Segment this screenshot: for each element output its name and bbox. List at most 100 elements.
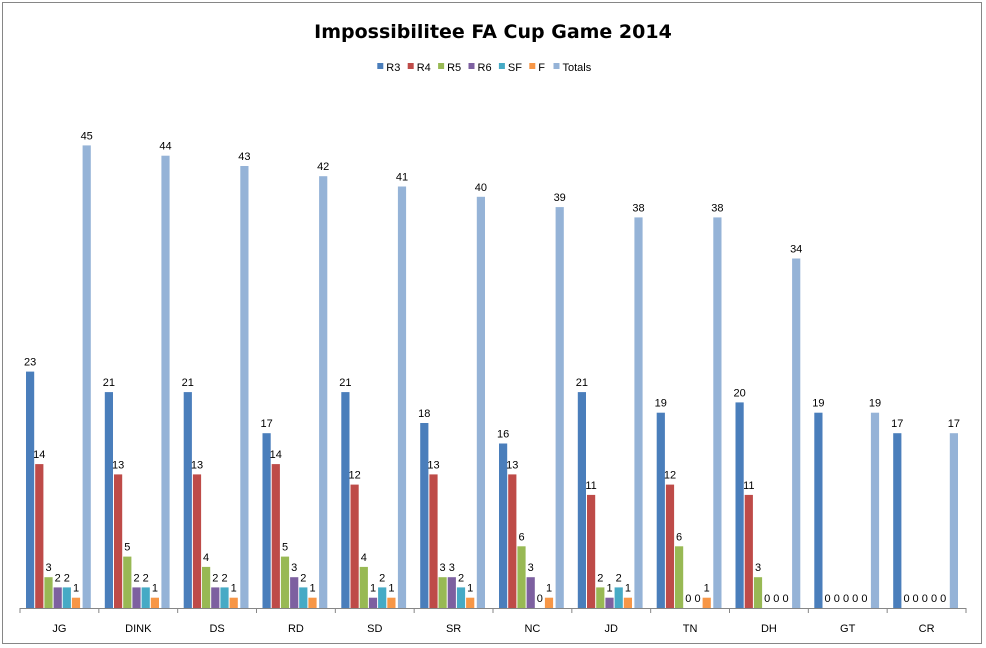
label-f-nc: 1 (546, 583, 552, 595)
bar-r5-sd (359, 566, 368, 608)
bar-r3-gt (814, 412, 823, 608)
bar-r3-tn (656, 412, 665, 608)
label-r4-sr: 13 (427, 459, 439, 471)
label-r4-tn: 12 (664, 470, 676, 482)
label-r6-cr: 0 (922, 593, 928, 605)
label-sf-gt: 0 (852, 593, 858, 605)
label-r3-sd: 21 (339, 377, 351, 389)
bar-r3-rd (262, 433, 271, 608)
legend-swatch-r6 (468, 63, 475, 69)
bar-sf-ds (220, 587, 229, 608)
label-r6-dink: 2 (133, 572, 139, 584)
label-r5-dh: 3 (755, 562, 761, 574)
x-tick-label-nc: NC (524, 623, 540, 635)
x-tick-label-rd: RD (288, 623, 304, 635)
label-sf-tn: 0 (694, 593, 700, 605)
bar-totals-gt (870, 412, 880, 608)
label-r4-ds: 13 (191, 459, 203, 471)
x-tick-label-jd: JD (604, 623, 618, 635)
bar-sf-jg (62, 587, 71, 608)
bar-totals-rd (319, 176, 328, 608)
x-tick-label-cr: CR (919, 623, 935, 635)
label-r5-sd: 4 (361, 552, 367, 564)
label-r4-nc: 13 (506, 459, 518, 471)
bar-totals-dh (792, 258, 801, 608)
x-tick-label-sd: SD (367, 623, 382, 635)
bar-r5-jd (596, 587, 605, 608)
bar-r6-jg (53, 587, 62, 608)
label-totals-nc: 39 (554, 192, 566, 204)
bar-totals-jg (82, 145, 91, 608)
label-r5-rd: 5 (282, 542, 288, 554)
label-sf-sr: 2 (458, 572, 464, 584)
bar-f-dink (150, 597, 159, 608)
label-r4-cr: 0 (903, 593, 909, 605)
bar-r4-dh (744, 494, 753, 608)
bar-totals-nc (555, 207, 564, 608)
bar-totals-cr (949, 433, 958, 608)
bar-r4-ds (192, 474, 202, 608)
label-totals-tn: 38 (711, 202, 723, 214)
label-r6-sr: 3 (449, 562, 455, 574)
bar-r5-dh (753, 577, 763, 608)
bar-r4-jg (35, 464, 44, 608)
bar-r3-jg (26, 371, 35, 608)
legend-label-r3: R3 (386, 62, 400, 74)
label-totals-gt: 19 (869, 398, 881, 410)
x-tick-label-gt: GT (840, 623, 856, 635)
label-r5-dink: 5 (124, 542, 130, 554)
label-r6-jd: 1 (606, 583, 612, 595)
label-sf-jg: 2 (64, 572, 70, 584)
legend-swatch-r3 (377, 63, 384, 69)
legend-swatch-f (529, 63, 536, 69)
label-r4-jd: 11 (585, 480, 596, 492)
bar-r4-sd (350, 484, 359, 608)
x-tick-label-jg: JG (52, 623, 66, 635)
bar-sf-sr (456, 587, 466, 608)
label-sf-nc: 0 (537, 593, 543, 605)
legend-label-r6: R6 (478, 62, 492, 74)
x-axis: JG DINK DS RD SD SR NC JD TN DH GT CR (19, 608, 967, 635)
x-tick-label-dh: DH (761, 623, 777, 635)
label-r3-ds: 21 (182, 377, 194, 389)
bar-r5-nc (517, 546, 526, 608)
label-r5-ds: 4 (203, 552, 209, 564)
bar-r3-jd (577, 392, 586, 608)
bar-f-jd (623, 597, 632, 608)
label-r5-tn: 6 (676, 531, 682, 543)
legend-swatch-r4 (407, 63, 414, 69)
label-totals-dh: 34 (790, 244, 802, 256)
label-r6-tn: 0 (685, 593, 691, 605)
label-r6-jg: 2 (55, 572, 61, 584)
label-f-jg: 1 (73, 583, 79, 595)
bar-r6-sd (368, 597, 378, 608)
label-r5-jg: 3 (45, 562, 51, 574)
bar-f-tn (702, 597, 711, 608)
label-r3-dh: 20 (733, 387, 745, 399)
label-sf-dink: 2 (143, 572, 149, 584)
label-r3-tn: 19 (655, 398, 667, 410)
legend-swatch-totals (553, 63, 560, 69)
legend-label-r4: R4 (417, 62, 431, 74)
label-r6-rd: 3 (291, 562, 297, 574)
x-tick-label-ds: DS (209, 623, 224, 635)
label-f-sr: 1 (467, 583, 473, 595)
bar-r6-nc (526, 577, 535, 608)
bar-r6-dink (132, 587, 141, 608)
label-r5-nc: 6 (518, 531, 524, 543)
label-totals-sr: 40 (475, 182, 487, 194)
label-totals-sd: 41 (396, 172, 408, 184)
label-r3-gt: 19 (812, 398, 824, 410)
legend-label-sf: SF (508, 62, 522, 74)
label-f-gt: 0 (861, 593, 867, 605)
label-sf-dh: 0 (773, 593, 779, 605)
label-r3-dink: 21 (103, 377, 115, 389)
x-tick-label-dink: DINK (125, 623, 152, 635)
label-r6-gt: 0 (843, 593, 849, 605)
label-r5-sr: 3 (440, 562, 446, 574)
bar-r4-tn (665, 484, 675, 608)
bar-f-nc (544, 597, 554, 608)
label-totals-cr: 17 (948, 418, 960, 430)
bar-sf-rd (299, 587, 308, 608)
bar-r3-sd (341, 392, 350, 608)
